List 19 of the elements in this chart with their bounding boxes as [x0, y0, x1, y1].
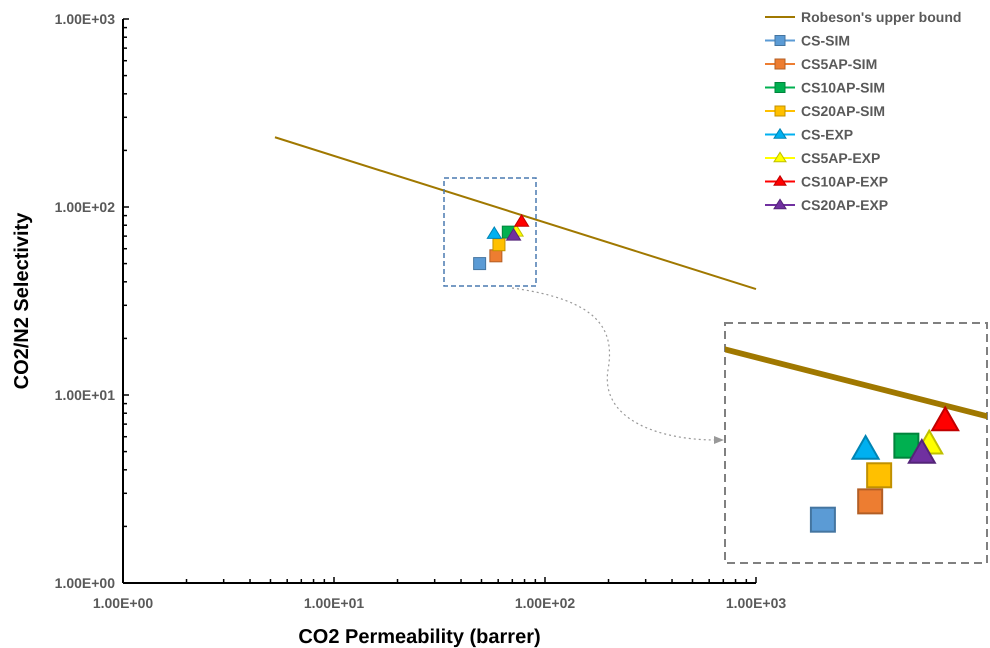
- legend-label: CS-SIM: [801, 32, 850, 48]
- x-tick-label: 1.00E+01: [304, 595, 364, 611]
- legend-label: CS-EXP: [801, 126, 854, 142]
- y-axis-title: CO2/N2 Selectivity: [11, 212, 33, 390]
- legend-label: CS20AP-EXP: [801, 197, 888, 213]
- y-tick-label: 1.00E+02: [54, 199, 116, 215]
- y-tick-label: 1.00E+01: [54, 387, 116, 403]
- legend-label: CS5AP-SIM: [801, 56, 878, 72]
- y-tick-label: 1.00E+00: [54, 575, 116, 591]
- x-tick-label: 1.00E+00: [92, 595, 154, 611]
- x-tick-label: 1.00E+03: [726, 595, 786, 611]
- x-axis-title: CO2 Permeability (barrer): [298, 626, 541, 648]
- legend-label: CS20AP-SIM: [801, 103, 886, 119]
- legend-label: CS10AP-SIM: [801, 80, 886, 96]
- x-tick-label: 1.00E+02: [514, 595, 576, 611]
- y-tick-label: 1.00E+03: [54, 11, 116, 27]
- legend-label: CS10AP-EXP: [801, 174, 888, 190]
- legend-label: Robeson's upper bound: [801, 9, 962, 25]
- legend-label: CS5AP-EXP: [801, 150, 880, 166]
